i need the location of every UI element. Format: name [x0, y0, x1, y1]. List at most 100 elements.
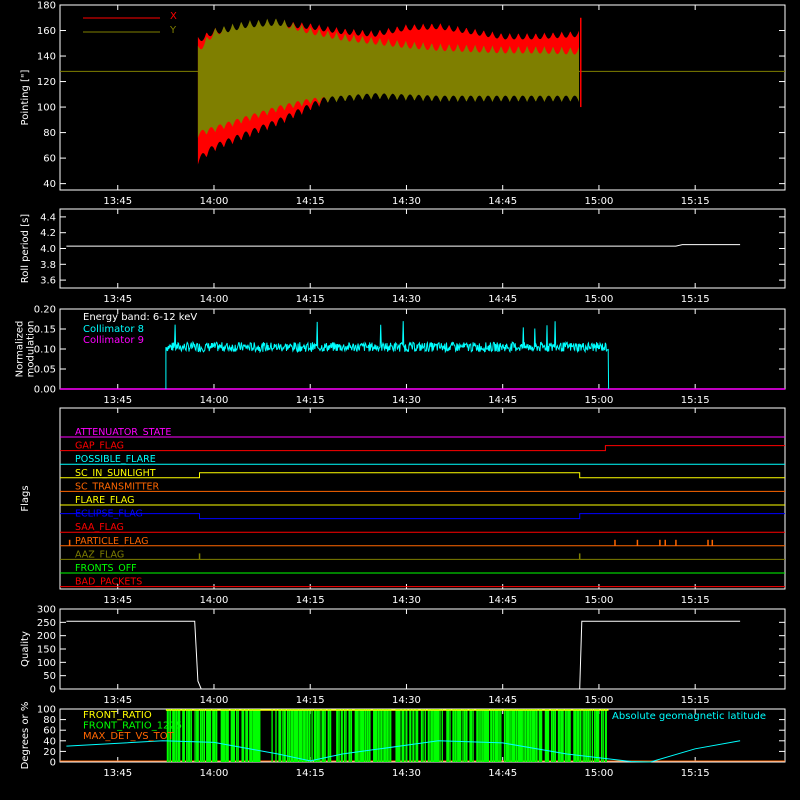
x-tick-label: 14:00 — [200, 196, 229, 207]
y-tick-label: 4.4 — [40, 212, 56, 223]
plot-frame — [59, 4, 786, 191]
x-tick-label: 15:15 — [681, 595, 710, 606]
x-tick-label: 15:00 — [585, 768, 614, 779]
y-tick-label: 0.15 — [34, 325, 56, 336]
x-tick-label: 15:00 — [585, 395, 614, 406]
flag-label: PARTICLE_FLAG — [75, 536, 148, 547]
flag-line-eclipse-flag — [60, 513, 785, 520]
y-tick-label: 180 — [37, 1, 56, 12]
y-tick-label: 0 — [50, 685, 56, 696]
x-tick-label: 15:00 — [585, 196, 614, 207]
x-tick-label: 14:00 — [200, 595, 229, 606]
modulation-legend-9: Collimator 9 — [83, 335, 144, 346]
pointing-band-y — [197, 18, 579, 138]
y-tick-label: 100 — [37, 658, 56, 669]
series-geomagnetic-latitude — [66, 740, 741, 763]
modulation-legend-title: Energy band: 6-12 keV — [83, 312, 197, 323]
ratio-legend-label: FRONT_RATIO — [83, 710, 152, 721]
flag-label: SC_TRANSMITTER — [75, 481, 160, 492]
y-axis-title: Degrees or % — [20, 702, 31, 770]
flag-label: ATTENUATOR_STATE — [75, 427, 171, 438]
x-tick-label: 14:00 — [200, 695, 229, 706]
y-tick-label: 0.20 — [34, 305, 56, 316]
quality-panel: 13:45 14:00 14:15 14:30 14:45 15:00 15:15 0 50 10… — [20, 605, 786, 706]
x-tick-label: 15:00 — [585, 294, 614, 305]
flag-label: BAD_PACKETS — [75, 577, 142, 588]
legend-label-y: Y — [169, 25, 177, 36]
y-tick-label: 0 — [50, 758, 56, 769]
x-tick-label: 14:15 — [296, 595, 325, 606]
y-tick-label: 80 — [43, 128, 56, 139]
y-tick-label: 300 — [37, 605, 56, 616]
x-tick-label: 14:30 — [392, 196, 421, 207]
flags-panel: 13:45 14:00 14:15 14:30 14:45 15:00 15:15 Flags… — [20, 407, 786, 606]
quality-line — [66, 620, 741, 690]
x-tick-label: 14:15 — [296, 695, 325, 706]
y-tick-label: 4.2 — [40, 228, 56, 239]
flag-label: SAA_FLAG — [75, 522, 124, 533]
x-tick-label: 14:45 — [488, 595, 517, 606]
modulation-legend-8: Collimator 8 — [83, 324, 144, 335]
x-tick-label: 14:00 — [200, 768, 229, 779]
y-tick-label: 3.8 — [40, 260, 56, 271]
flag-label: ECLIPSE_FLAG — [75, 509, 143, 520]
plot-frame — [59, 407, 786, 590]
x-tick-label: 14:15 — [296, 196, 325, 207]
roll-period-line — [66, 244, 741, 247]
x-tick-label: 15:15 — [681, 196, 710, 207]
plot-frame — [59, 208, 786, 289]
x-tick-label: 13:45 — [103, 595, 132, 606]
geomagnetic-latitude-label: Absolute geomagnetic latitude — [612, 711, 766, 722]
y-tick-label: 0.00 — [34, 385, 56, 396]
x-tick-label: 14:30 — [392, 695, 421, 706]
y-tick-label: 140 — [37, 52, 56, 63]
x-tick-label: 14:00 — [200, 294, 229, 305]
y-axis-title: Normalized — [15, 321, 26, 378]
x-tick-label: 14:15 — [296, 768, 325, 779]
y-tick-label: 100 — [37, 705, 56, 716]
x-tick-label: 13:45 — [103, 294, 132, 305]
x-tick-label: 14:45 — [488, 695, 517, 706]
y-tick-label: 0.10 — [34, 345, 56, 356]
y-tick-label: 4.0 — [40, 244, 56, 255]
y-axis-title: Roll period [s] — [20, 214, 31, 283]
y-tick-label: 40 — [43, 179, 56, 190]
y-tick-label: 250 — [37, 618, 56, 629]
y-axis-title: modulation — [26, 321, 37, 378]
flag-line-gap-flag — [60, 445, 785, 452]
y-tick-label: 150 — [37, 645, 56, 656]
y-tick-label: 20 — [43, 747, 56, 758]
y-tick-label: 60 — [43, 154, 56, 165]
x-tick-label: 14:00 — [200, 395, 229, 406]
flag-line-sc-in-sunlight — [60, 472, 785, 479]
y-tick-label: 120 — [37, 77, 56, 88]
y-tick-label: 80 — [43, 715, 56, 726]
modulation-panel: 13:45 14:00 14:15 14:30 14:45 15:00 15:15 0.00 0… — [15, 305, 786, 406]
x-tick-label: 14:15 — [296, 294, 325, 305]
x-tick-label: 14:45 — [488, 294, 517, 305]
y-axis-title: Flags — [20, 485, 31, 511]
flag-label: POSSIBLE_FLARE — [75, 454, 156, 465]
x-tick-label: 14:30 — [392, 395, 421, 406]
flag-label: GAP_FLAG — [75, 441, 124, 452]
y-tick-label: 50 — [43, 671, 56, 682]
ratio-legend-label: FRONT_RATIO_1225 — [83, 721, 182, 732]
y-tick-label: 200 — [37, 631, 56, 642]
y-tick-label: 0.05 — [34, 365, 56, 376]
x-tick-label: 15:00 — [585, 695, 614, 706]
x-tick-label: 15:15 — [681, 695, 710, 706]
x-tick-label: 15:15 — [681, 395, 710, 406]
modulation-collimator-8 — [165, 321, 610, 390]
x-tick-label: 15:15 — [681, 294, 710, 305]
x-tick-label: 14:30 — [392, 595, 421, 606]
pointing-panel: 13:45 14:00 14:15 14:30 14:45 15:00 15:15 40 60 8… — [20, 1, 786, 207]
x-tick-label: 14:15 — [296, 395, 325, 406]
x-tick-label: 13:45 — [103, 196, 132, 207]
flag-label: SC_IN_SUNLIGHT — [75, 468, 156, 479]
y-tick-label: 100 — [37, 103, 56, 114]
flag-label: FLARE_FLAG — [75, 495, 135, 506]
x-tick-label: 13:45 — [103, 395, 132, 406]
y-tick-label: 160 — [37, 26, 56, 37]
x-tick-label: 13:45 — [103, 695, 132, 706]
x-tick-label: 15:00 — [585, 595, 614, 606]
